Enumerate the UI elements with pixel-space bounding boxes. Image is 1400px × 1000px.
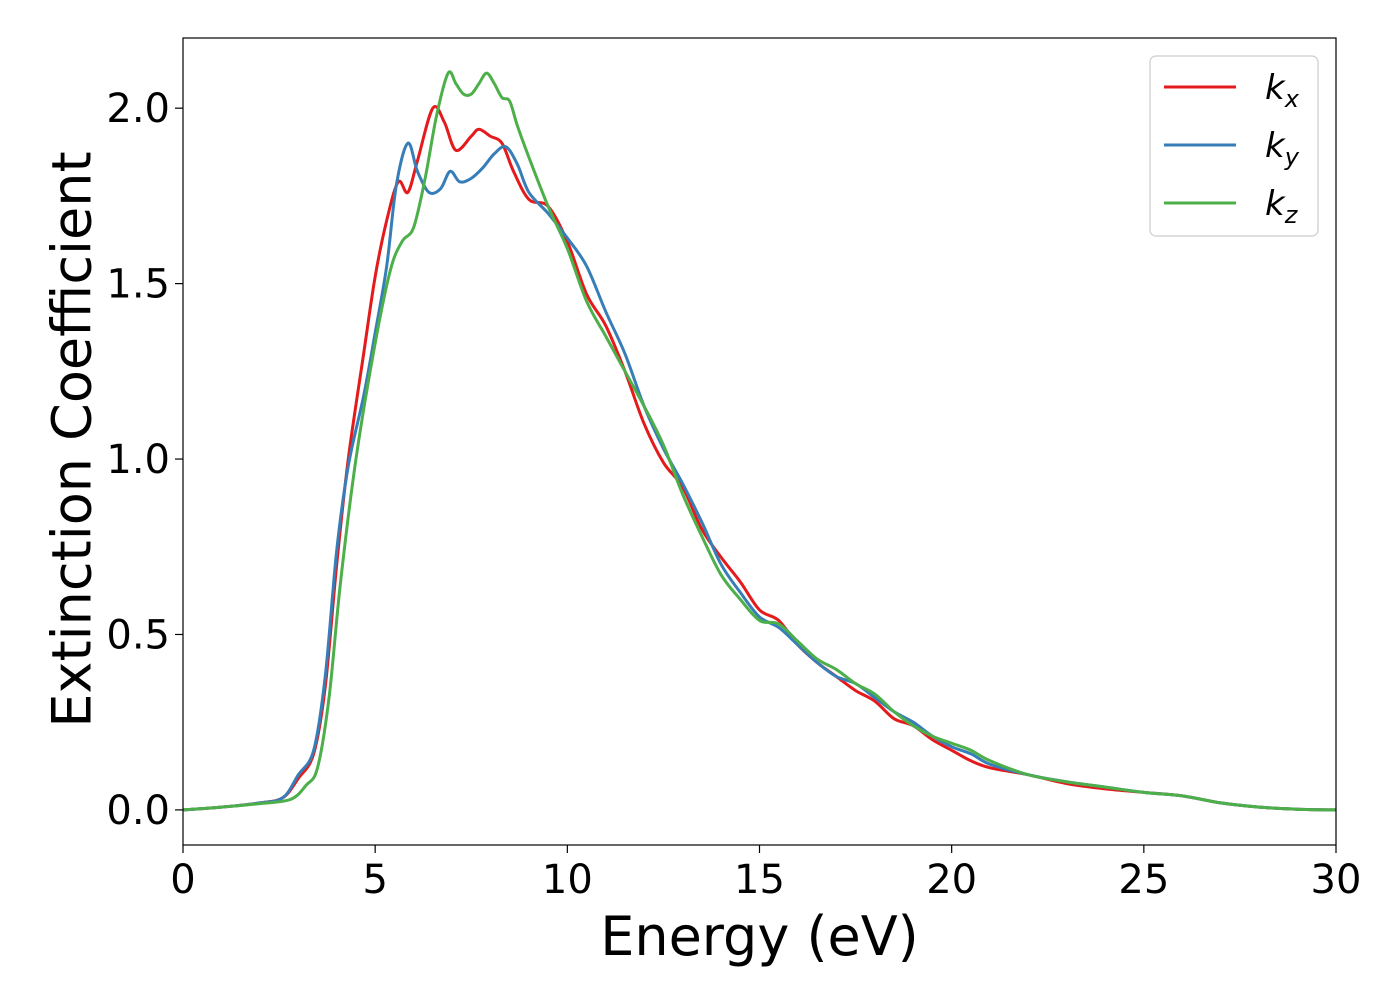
x-tick-label: 10 [542,857,593,903]
x-tick-label: 25 [1118,857,1169,903]
legend-label-y: ky [1265,126,1300,171]
x-axis-label: Energy (eV) [600,905,919,968]
legend-label-z: kz [1265,184,1299,229]
y-axis: 0.0 0.5 1.0 1.5 2.0 [106,86,183,834]
series-line-y [183,141,1336,812]
series-line-x [183,105,1336,812]
x-tick-label: 15 [734,857,785,903]
y-axis-label: Extinction Coefficient [41,151,104,727]
legend: kx ky kz [1149,55,1319,237]
series-line-z [183,70,1336,812]
series-layer [183,70,1336,812]
x-tick-label: 5 [362,857,387,903]
y-tick-label: 0.0 [106,788,170,834]
y-tick-label: 0.5 [106,612,170,658]
y-tick-label: 2.0 [106,86,170,132]
x-tick-label: 30 [1311,857,1362,903]
x-axis: 0 5 10 15 20 25 30 [170,845,1361,903]
legend-label-x: kx [1265,68,1300,113]
y-tick-label: 1.0 [106,437,170,483]
y-tick-label: 1.5 [106,262,170,308]
x-tick-label: 20 [926,857,977,903]
x-tick-label: 0 [170,857,195,903]
